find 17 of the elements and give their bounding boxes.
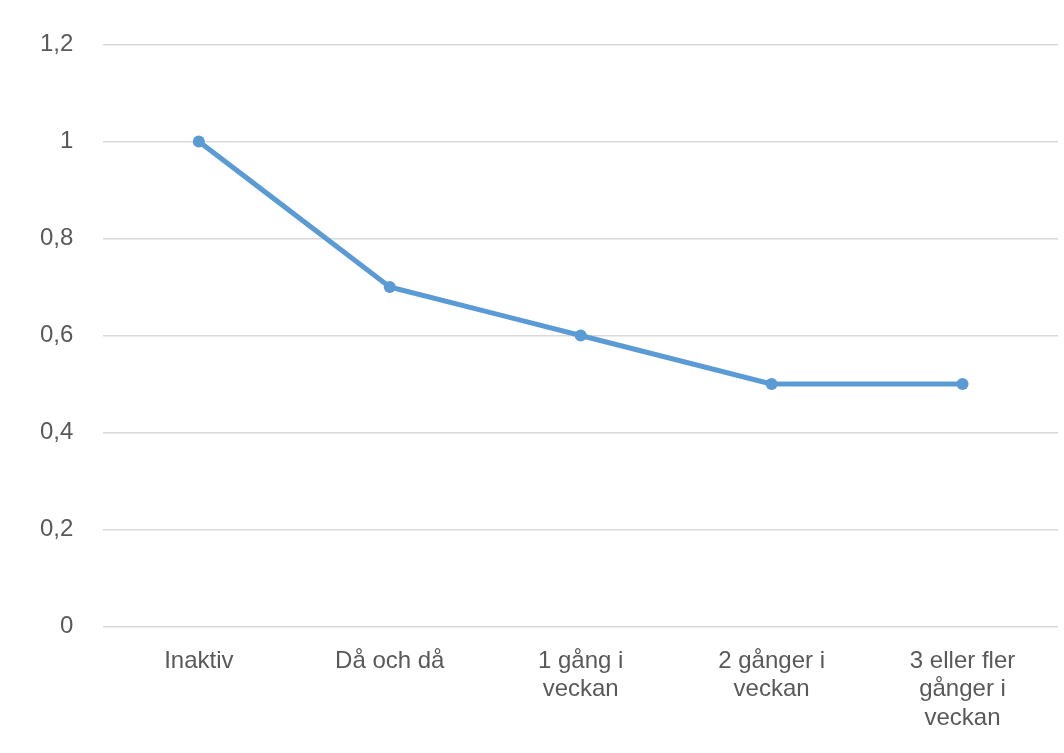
point bbox=[956, 378, 969, 391]
y-tick-label: 0 bbox=[60, 611, 74, 639]
y-tick-label: 1,2 bbox=[39, 29, 74, 57]
point bbox=[383, 280, 396, 293]
y-tick-label: 1 bbox=[60, 126, 74, 154]
y-tick-label: 0,6 bbox=[39, 320, 74, 348]
point bbox=[765, 378, 778, 391]
y-tick-label: 0,2 bbox=[39, 514, 74, 542]
x-tick-label: 3 eller fler gånger i veckan bbox=[909, 645, 1016, 731]
y-tick-label: 0,8 bbox=[39, 223, 74, 251]
x-tick-label: 2 gånger i veckan bbox=[718, 645, 825, 702]
x-tick-label: Då och då bbox=[335, 645, 446, 673]
y-tick-label: 0,4 bbox=[39, 417, 74, 445]
x-tick-label: Inaktiv bbox=[164, 645, 234, 673]
point bbox=[192, 135, 205, 148]
x-tick-label: 1 gång i veckan bbox=[537, 645, 624, 702]
point bbox=[574, 329, 587, 342]
